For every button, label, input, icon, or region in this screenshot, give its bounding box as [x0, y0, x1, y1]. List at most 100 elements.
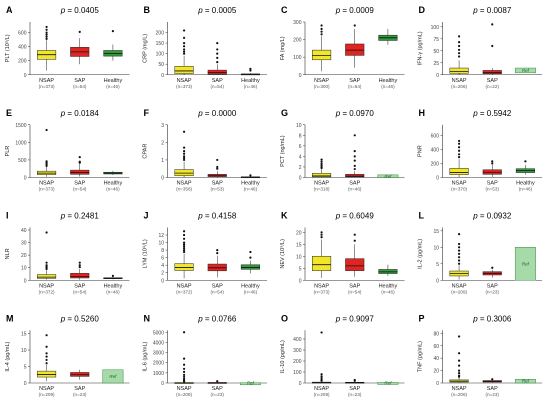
y-axis-label: IFN-γ (pg/mL) — [418, 31, 424, 65]
panel-letter: C — [281, 5, 288, 15]
group-count-label: (n=372) — [176, 289, 192, 294]
group-count-label: (n=54) — [348, 84, 362, 89]
y-tick-label: 0 — [436, 278, 439, 284]
y-tick-label: 0 — [24, 278, 27, 284]
group-count-label: (n=300) — [314, 84, 330, 89]
y-tick-label: 0 — [436, 73, 439, 79]
reference-range-box — [239, 382, 261, 386]
y-tick-label: 200 — [293, 359, 302, 365]
outlier-point — [45, 362, 48, 365]
outlier-point — [182, 29, 186, 32]
p-value: 0.0087 — [487, 6, 512, 15]
outlier-point — [353, 159, 356, 162]
outlier-point — [182, 45, 186, 48]
outlier-point — [182, 357, 186, 360]
panel-letter: B — [144, 5, 151, 15]
reference-range-box — [377, 174, 399, 178]
outlier-point — [216, 252, 219, 255]
y-axis-label: CRP (mg/L) — [143, 34, 149, 63]
outlier-point — [182, 379, 186, 382]
group-count-label: (n=46) — [244, 289, 258, 294]
outlier-point — [45, 345, 48, 348]
p-value: 0.0932 — [487, 212, 512, 221]
outlier-point — [353, 167, 356, 171]
y-tick-label: 100 — [293, 370, 302, 376]
x-tick-label: NSAP — [452, 78, 467, 84]
outlier-point — [45, 261, 48, 264]
reference-range-box — [514, 67, 536, 74]
group-sap: SAP(n=23) — [70, 369, 90, 397]
box — [312, 49, 332, 61]
y-axis-label: PLR — [5, 146, 11, 157]
x-tick-label: Healthy — [379, 283, 398, 289]
x-tick-label: Healthy — [241, 181, 260, 187]
outlier-point — [45, 28, 48, 31]
group-nsap: NSAP(n=318) — [312, 158, 332, 192]
group-sap: SAP(n=54) — [207, 42, 227, 89]
group-sap: SAP(n=23) — [482, 378, 502, 397]
p-value: 0.2481 — [74, 212, 99, 221]
y-axis-label: TNF (pg/mL) — [418, 341, 424, 372]
group-sap: SAP(n=54) — [70, 156, 90, 192]
panel-letter: K — [281, 211, 288, 221]
outlier-point — [320, 331, 323, 334]
y-tick-label: 0 — [299, 278, 302, 284]
y-tick-label: 100 — [293, 55, 302, 61]
y-tick-label: 4 — [299, 154, 302, 160]
outlier-point — [182, 367, 186, 370]
group-sap: SAP(n=54) — [70, 261, 90, 294]
p-value-title: p = 0.0405 — [60, 6, 100, 15]
box — [37, 274, 57, 279]
outlier-point — [320, 164, 323, 167]
outlier-point — [45, 31, 48, 34]
group-count-label: (n=53) — [486, 187, 500, 192]
y-tick-label: 600 — [431, 133, 440, 139]
outlier-point — [182, 155, 186, 158]
outlier-point — [78, 265, 81, 269]
y-tick-label: 0 — [299, 381, 302, 387]
group-nsap: NSAP(n=372) — [37, 231, 57, 294]
y-tick-label: 0 — [299, 73, 302, 79]
y-tick-label: 15 — [21, 332, 27, 338]
group-count-label: (n=209) — [451, 289, 467, 294]
outlier-point — [457, 371, 461, 375]
x-tick-label: NSAP — [314, 78, 329, 84]
y-tick-label: 200 — [293, 38, 302, 44]
y-tick-label: 100 — [156, 52, 165, 58]
y-tick-label: 100 — [431, 25, 440, 31]
group-count-label: (n=23) — [348, 392, 362, 397]
outlier-point — [45, 128, 48, 132]
outlier-point — [111, 30, 115, 33]
y-axis-label: IL-6 (pg/mL) — [143, 341, 149, 371]
outlier-point — [182, 363, 186, 366]
outlier-point — [457, 146, 461, 149]
x-tick-label: NSAP — [452, 283, 467, 289]
outlier-point — [216, 48, 219, 51]
y-tick-label: 6 — [161, 256, 164, 262]
y-tick-label: 400 — [431, 147, 440, 153]
outlier-point — [182, 375, 186, 379]
group-count-label: (n=54) — [73, 187, 87, 192]
outlier-point — [216, 42, 219, 45]
group-sap: SAP(n=23) — [482, 266, 502, 294]
y-tick-label: 400 — [18, 45, 27, 51]
y-axis-label: PNR — [418, 145, 424, 157]
group-sap: SAP(n=53) — [482, 160, 502, 192]
y-tick-label: 200 — [431, 161, 440, 167]
outlier-point — [457, 48, 461, 51]
p-value: 0.0005 — [212, 6, 237, 15]
group-healthy: Healthy(n=46) — [378, 264, 398, 294]
group-count-label: (n=23) — [73, 392, 87, 397]
y-axis-label: IL-2 (pg/mL) — [418, 239, 424, 269]
p-value-title: p = 0.0000 — [197, 109, 237, 118]
p-value: 0.0000 — [212, 109, 237, 118]
box — [207, 69, 227, 75]
y-axis-label: NEV (10⁹/L) — [279, 239, 286, 269]
outlier-point — [78, 160, 81, 163]
outlier-point — [457, 153, 461, 156]
outlier-point — [182, 245, 186, 248]
